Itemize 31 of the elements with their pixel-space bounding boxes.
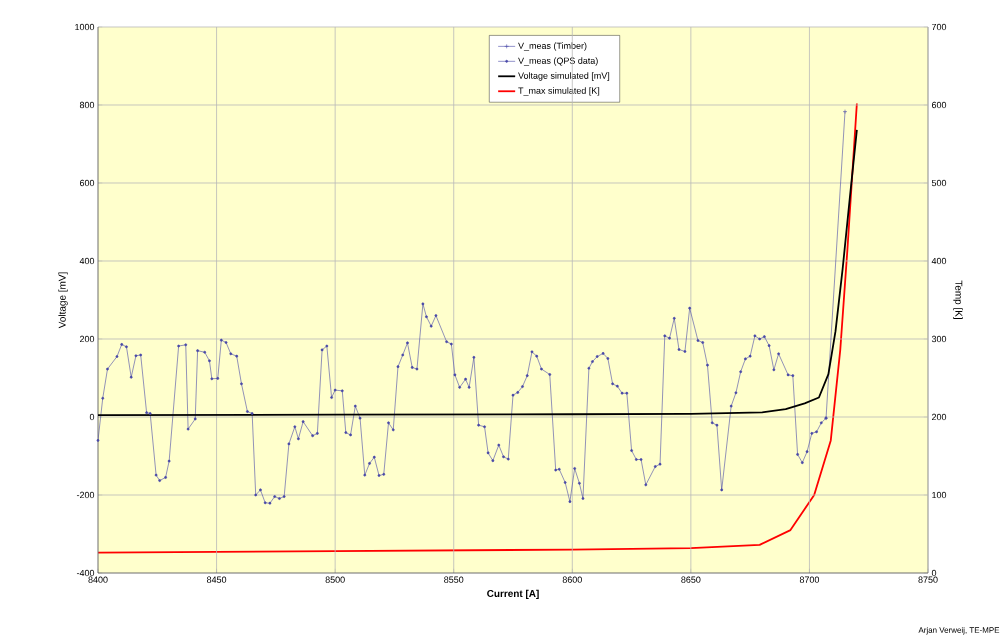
y2-tick-label: 200 [931,413,947,421]
y2-tick-label: 700 [931,23,947,31]
y2-tick-label: 100 [932,491,947,499]
y-tick-label: -400 [76,569,95,577]
x-tick-label: 8550 [444,576,464,583]
x-tick-label: 8700 [799,576,820,583]
x-tick-label: 8650 [681,576,701,583]
y2-tick-label: 600 [931,101,947,109]
y2-tick-label: 400 [931,257,947,265]
x-tick-label: 8750 [918,576,938,583]
y-tick-label: 200 [79,335,95,343]
x-tick-label: 8500 [325,576,345,583]
legend-label: V_meas (QPS data) [518,57,598,66]
y2-axis-title: Temp [K] [953,280,963,319]
y-tick-label: 800 [79,101,95,109]
x-tick-label: 8600 [562,576,582,583]
legend-label: V_meas (Timber) [518,42,587,51]
x-tick-label: 8450 [206,576,227,583]
y2-tick-label: 0 [931,569,937,577]
y2-tick-label: 500 [931,179,947,187]
y-axis-title: Voltage [mV] [58,272,68,329]
y-tick-label: 1000 [75,23,95,31]
y-tick-label: 0 [89,413,95,421]
legend-label: T_max simulated [K] [518,87,600,96]
legend-label: Voltage simulated [mV] [518,72,610,81]
x-axis-title: Current [A] [487,589,539,599]
y-tick-label: 600 [79,179,95,187]
y-tick-label: 400 [79,257,95,265]
y2-tick-label: 300 [931,335,947,343]
y-tick-label: -200 [76,491,95,499]
x-tick-label: 8400 [88,576,108,583]
